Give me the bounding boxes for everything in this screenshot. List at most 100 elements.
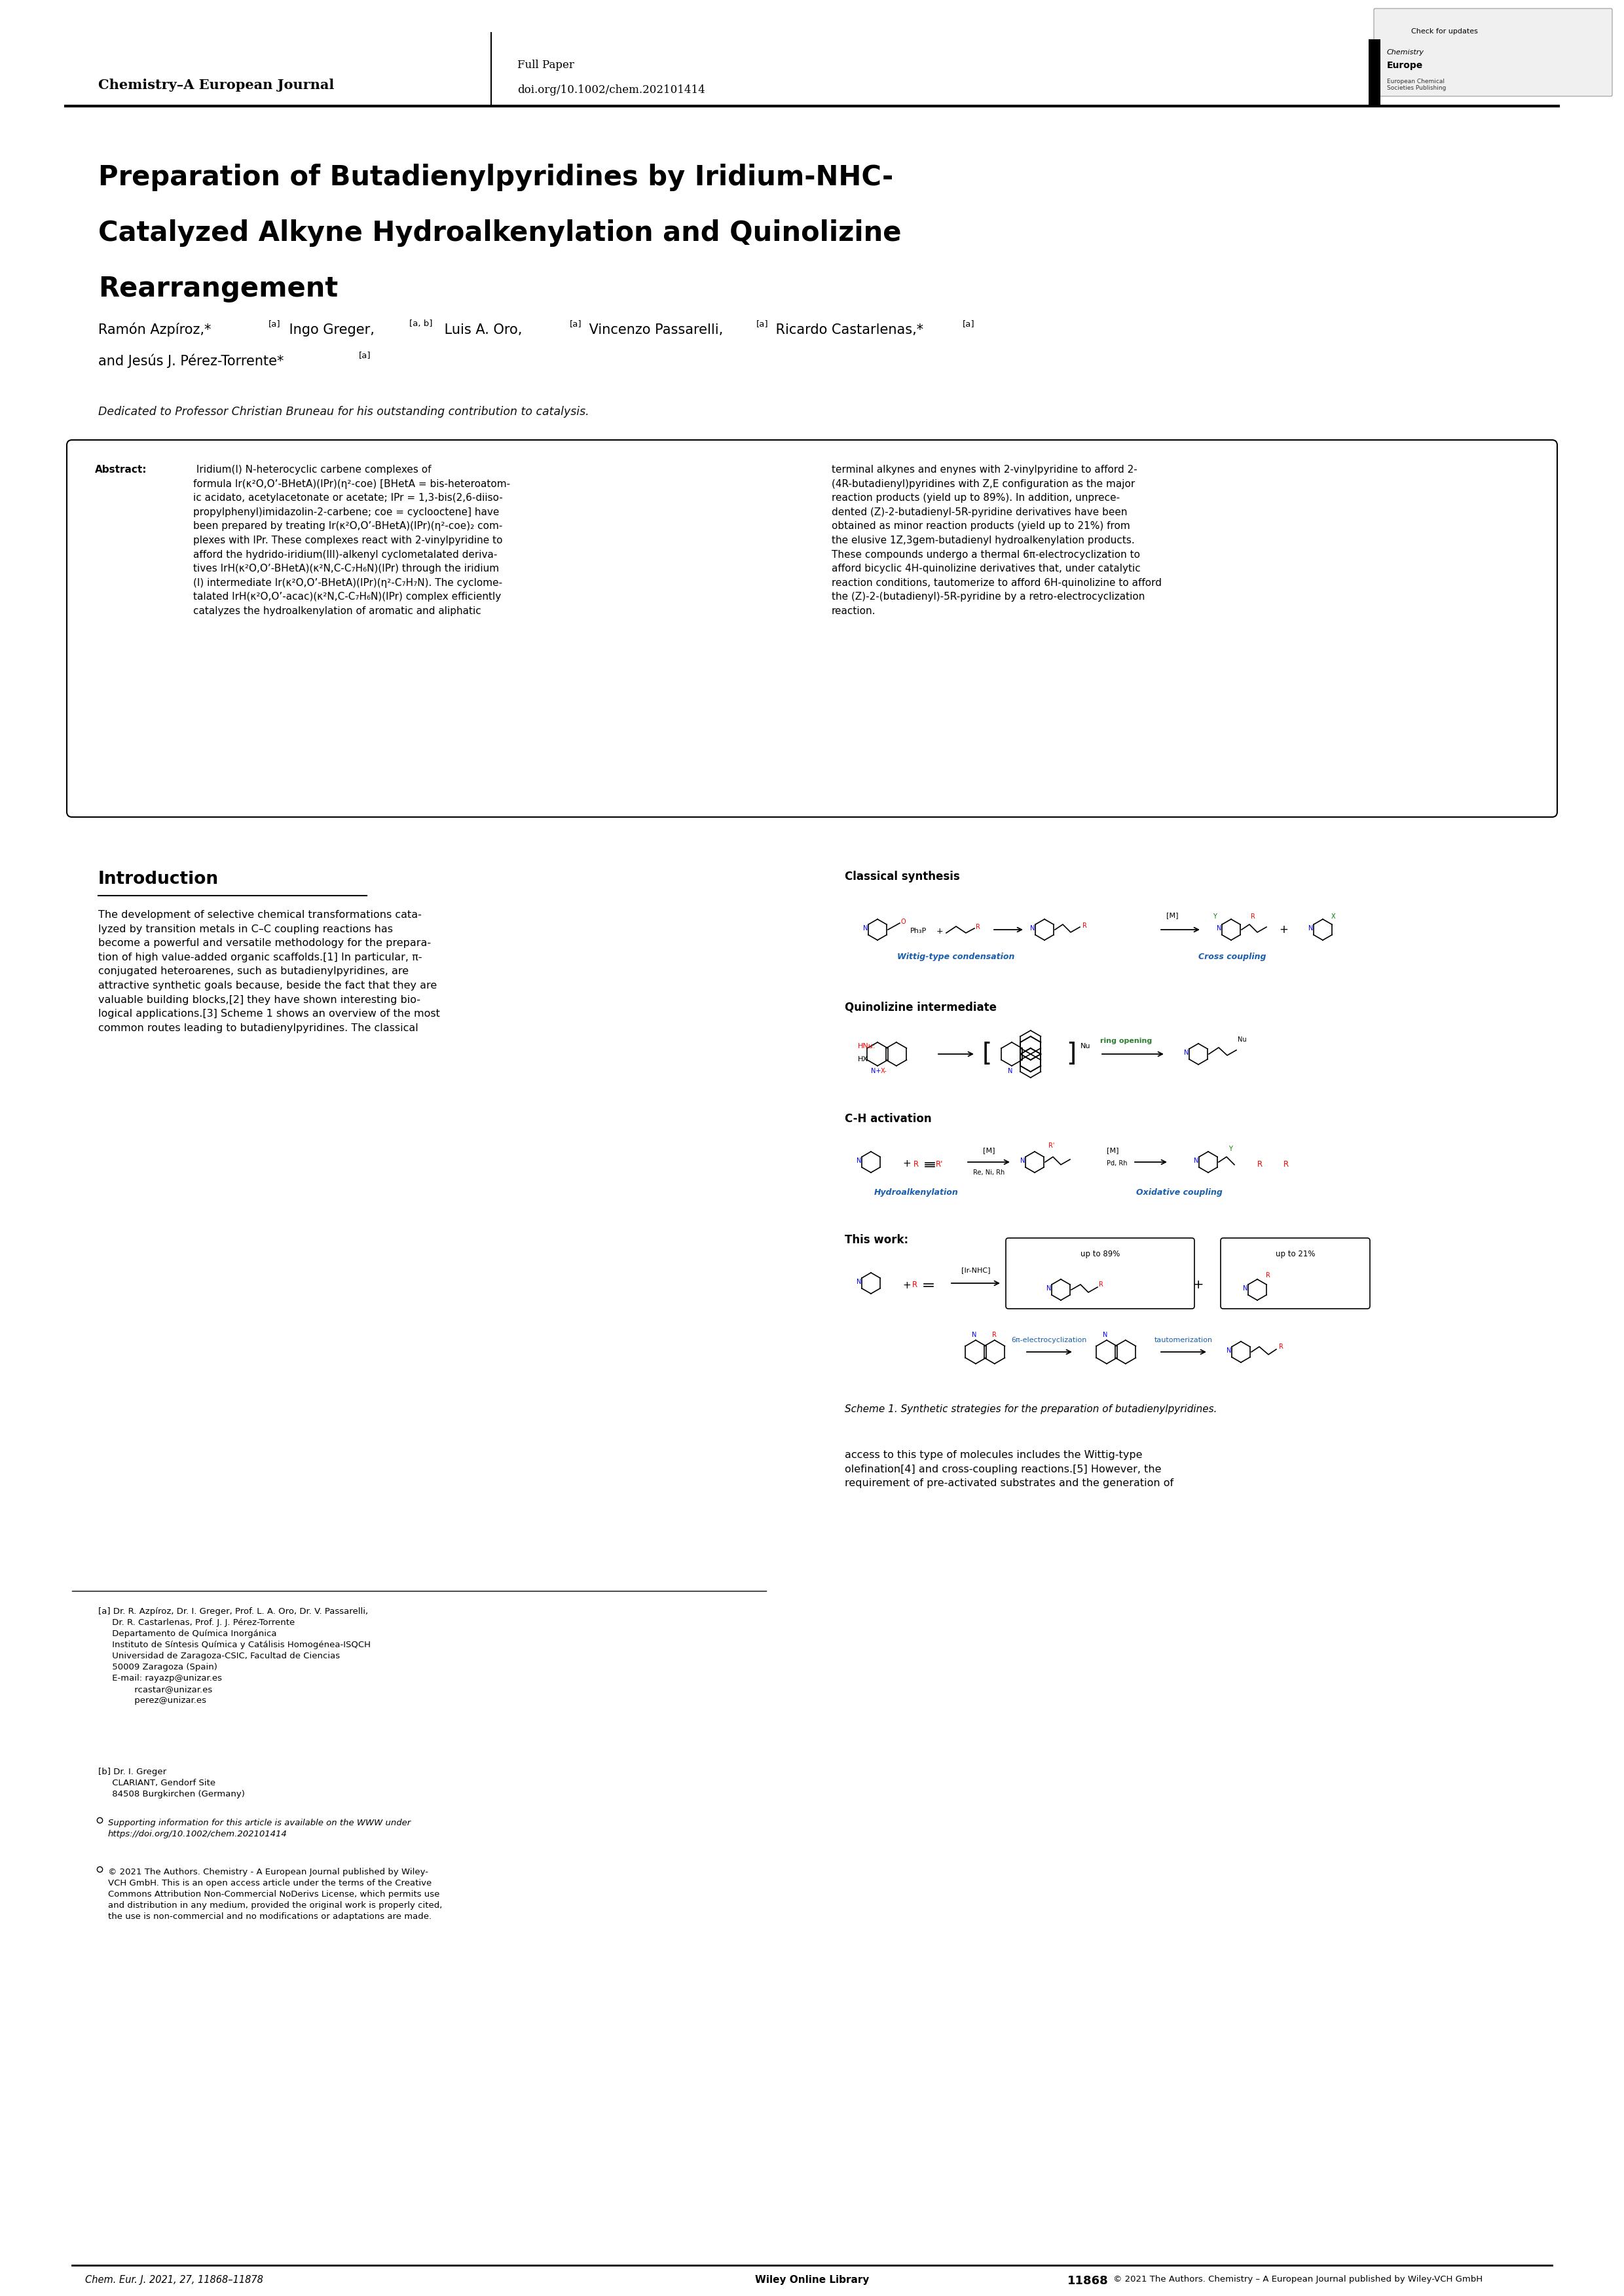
- Text: [b] Dr. I. Greger
     CLARIANT, Gendorf Site
     84508 Burgkirchen (Germany): [b] Dr. I. Greger CLARIANT, Gendorf Site…: [97, 1768, 245, 1798]
- Text: up to 21%: up to 21%: [1275, 1249, 1315, 1258]
- Text: Scheme 1. Synthetic strategies for the preparation of butadienylpyridines.: Scheme 1. Synthetic strategies for the p…: [844, 1405, 1216, 1414]
- Text: Rearrangement: Rearrangement: [97, 276, 338, 303]
- Text: HX: HX: [857, 1056, 869, 1063]
- Text: Dedicated to Professor Christian Bruneau for his outstanding contribution to cat: Dedicated to Professor Christian Bruneau…: [97, 406, 590, 418]
- Text: Introduction: Introduction: [97, 870, 219, 889]
- Text: N: N: [1216, 925, 1221, 932]
- Text: up to 89%: up to 89%: [1080, 1249, 1121, 1258]
- Text: [: [: [983, 1042, 992, 1065]
- Text: Ramón Azpíroz,*: Ramón Azpíroz,*: [97, 321, 211, 338]
- Text: Chemistry: Chemistry: [1387, 48, 1424, 55]
- Text: R': R': [935, 1159, 944, 1169]
- Text: C-H activation: C-H activation: [844, 1114, 932, 1125]
- Text: European Chemical
Societies Publishing: European Chemical Societies Publishing: [1387, 78, 1445, 92]
- Text: N: N: [1194, 1157, 1199, 1164]
- Text: Hydroalkenylation: Hydroalkenylation: [874, 1189, 958, 1196]
- FancyBboxPatch shape: [67, 441, 1557, 817]
- Text: R: R: [1283, 1159, 1289, 1169]
- Text: +: +: [903, 1159, 911, 1169]
- Text: Ingo Greger,: Ingo Greger,: [284, 324, 375, 338]
- Text: [Ir-NHC]: [Ir-NHC]: [961, 1267, 991, 1274]
- Text: Chem. Eur. J. 2021, 27, 11868–11878: Chem. Eur. J. 2021, 27, 11868–11878: [84, 2275, 263, 2285]
- Text: N: N: [1184, 1049, 1189, 1056]
- Text: Wiley Online Library: Wiley Online Library: [755, 2275, 869, 2285]
- Text: Ph₃P: Ph₃P: [909, 928, 927, 934]
- Text: R: R: [992, 1332, 996, 1339]
- Text: R: R: [1280, 1343, 1283, 1350]
- Text: [M]: [M]: [1166, 912, 1179, 918]
- Text: X: X: [1332, 914, 1335, 921]
- Text: The development of selective chemical transformations cata-
lyzed by transition : The development of selective chemical tr…: [97, 909, 440, 1033]
- Text: [a]: [a]: [359, 351, 370, 360]
- Text: Iridium(I) N-heterocyclic carbene complexes of
formula Ir(κ²O,O’-BHetA)(IPr)(η²-: Iridium(I) N-heterocyclic carbene comple…: [193, 464, 510, 615]
- Text: Wittig-type condensation: Wittig-type condensation: [896, 953, 1015, 962]
- Text: ]: ]: [1065, 1042, 1077, 1065]
- Text: Y: Y: [1228, 1146, 1233, 1153]
- Text: R: R: [1257, 1159, 1262, 1169]
- Text: and Jesús J. Pérez-Torrente*: and Jesús J. Pérez-Torrente*: [97, 354, 284, 367]
- Text: R: R: [913, 1281, 918, 1290]
- Text: terminal alkynes and enynes with 2-vinylpyridine to afford 2-
(4R-butadienyl)pyr: terminal alkynes and enynes with 2-vinyl…: [831, 464, 1161, 615]
- Text: N: N: [1046, 1286, 1051, 1293]
- Text: Catalyzed Alkyne Hydroalkenylation and Quinolizine: Catalyzed Alkyne Hydroalkenylation and Q…: [97, 220, 901, 246]
- Text: R': R': [1049, 1143, 1054, 1148]
- Text: R: R: [1265, 1272, 1270, 1279]
- Bar: [1369, 39, 1380, 106]
- Text: +: +: [1194, 1279, 1203, 1290]
- Text: © 2021 The Authors. Chemistry – A European Journal published by Wiley-VCH GmbH: © 2021 The Authors. Chemistry – A Europe…: [1112, 2275, 1483, 2285]
- Text: N: N: [1009, 1068, 1013, 1075]
- Text: O: O: [901, 918, 906, 925]
- Text: 11868: 11868: [1067, 2275, 1109, 2287]
- Text: access to this type of molecules includes the Wittig-type
olefination[4] and cro: access to this type of molecules include…: [844, 1451, 1174, 1488]
- Text: Preparation of Butadienylpyridines by Iridium-NHC-: Preparation of Butadienylpyridines by Ir…: [97, 163, 893, 191]
- FancyBboxPatch shape: [1221, 1238, 1371, 1309]
- Text: N: N: [856, 1157, 861, 1164]
- Text: Vincenzo Passarelli,: Vincenzo Passarelli,: [585, 324, 723, 338]
- Text: Abstract:: Abstract:: [94, 464, 148, 475]
- Text: Europe: Europe: [1387, 62, 1423, 71]
- Text: R: R: [1250, 914, 1255, 921]
- Text: doi.org/10.1002/chem.202101414: doi.org/10.1002/chem.202101414: [518, 85, 705, 96]
- Text: [a]: [a]: [268, 319, 281, 328]
- Text: Ricardo Castarlenas,*: Ricardo Castarlenas,*: [771, 324, 924, 338]
- Text: N: N: [1103, 1332, 1108, 1339]
- Text: N+: N+: [870, 1068, 882, 1075]
- Text: N: N: [1242, 1286, 1247, 1293]
- Text: +: +: [1280, 923, 1288, 934]
- Text: Re, Ni, Rh: Re, Ni, Rh: [973, 1169, 1005, 1176]
- Text: [M]: [M]: [1106, 1148, 1119, 1153]
- Text: N: N: [973, 1332, 976, 1339]
- Text: Supporting information for this article is available on the WWW under
https://do: Supporting information for this article …: [109, 1818, 411, 1839]
- Text: +: +: [903, 1281, 911, 1290]
- Text: N: N: [862, 925, 867, 932]
- Text: R: R: [1083, 923, 1086, 930]
- Text: X-: X-: [880, 1068, 887, 1075]
- Text: ring opening: ring opening: [1101, 1038, 1153, 1045]
- Text: Oxidative coupling: Oxidative coupling: [1137, 1189, 1223, 1196]
- Text: R: R: [913, 1159, 919, 1169]
- Text: HNu:: HNu:: [857, 1042, 875, 1049]
- Text: N: N: [1307, 925, 1312, 932]
- Text: N: N: [856, 1279, 861, 1286]
- FancyBboxPatch shape: [1005, 1238, 1194, 1309]
- Text: Quinolizine intermediate: Quinolizine intermediate: [844, 1001, 997, 1013]
- Text: Cross coupling: Cross coupling: [1199, 953, 1267, 962]
- Text: This work:: This work:: [844, 1233, 908, 1247]
- Text: 6π-electrocyclization: 6π-electrocyclization: [1012, 1336, 1086, 1343]
- Text: [a, b]: [a, b]: [409, 319, 432, 328]
- Text: +: +: [937, 928, 944, 934]
- Text: N: N: [1030, 925, 1034, 932]
- Text: Nu: Nu: [1080, 1042, 1091, 1049]
- Text: N: N: [1020, 1157, 1025, 1164]
- Text: Nu: Nu: [1237, 1035, 1247, 1042]
- Text: Pd, Rh: Pd, Rh: [1106, 1159, 1127, 1166]
- Text: Classical synthesis: Classical synthesis: [844, 870, 960, 882]
- Text: R: R: [976, 923, 981, 930]
- Text: [a] Dr. R. Azpíroz, Dr. I. Greger, Prof. L. A. Oro, Dr. V. Passarelli,
     Dr. : [a] Dr. R. Azpíroz, Dr. I. Greger, Prof.…: [97, 1607, 370, 1706]
- Text: Full Paper: Full Paper: [518, 60, 575, 71]
- Text: [a]: [a]: [963, 319, 974, 328]
- Text: [a]: [a]: [570, 319, 581, 328]
- Text: Chemistry–A European Journal: Chemistry–A European Journal: [97, 78, 335, 92]
- FancyBboxPatch shape: [1374, 9, 1613, 96]
- Text: © 2021 The Authors. Chemistry - A European Journal published by Wiley-
VCH GmbH.: © 2021 The Authors. Chemistry - A Europe…: [109, 1869, 442, 1922]
